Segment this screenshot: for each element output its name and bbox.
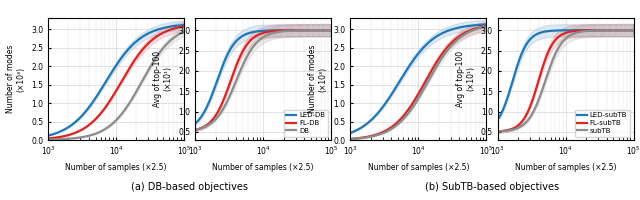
- X-axis label: Number of samples (×2.5): Number of samples (×2.5): [515, 163, 616, 172]
- Y-axis label: Avg of top-100
(×10¹): Avg of top-100 (×10¹): [456, 51, 475, 107]
- X-axis label: Number of samples (×2.5): Number of samples (×2.5): [367, 163, 469, 172]
- Y-axis label: Avg of top-100
(×10¹): Avg of top-100 (×10¹): [154, 51, 173, 107]
- X-axis label: Number of samples (×2.5): Number of samples (×2.5): [65, 163, 166, 172]
- Legend: LED-DB, FL-DB, DB: LED-DB, FL-DB, DB: [284, 110, 328, 137]
- Text: (b) SubTB-based objectives: (b) SubTB-based objectives: [425, 182, 559, 192]
- X-axis label: Number of samples (×2.5): Number of samples (×2.5): [212, 163, 314, 172]
- Legend: LED-subTB, FL-subTB, subTB: LED-subTB, FL-subTB, subTB: [575, 110, 630, 137]
- Y-axis label: Number of modes
(×10³): Number of modes (×10³): [6, 45, 26, 113]
- Y-axis label: Number of modes
(×10³): Number of modes (×10³): [308, 45, 328, 113]
- Text: (a) DB-based objectives: (a) DB-based objectives: [131, 182, 248, 192]
